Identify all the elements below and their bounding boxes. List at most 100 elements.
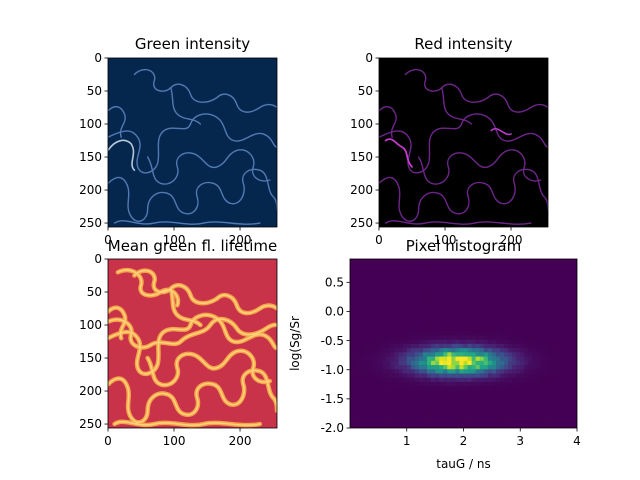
histogram-bin [447, 275, 452, 281]
histogram-bin [451, 373, 456, 378]
histogram-bin [418, 267, 424, 273]
histogram-bin [414, 330, 420, 336]
histogram-bin [455, 330, 460, 336]
histogram-bin [414, 377, 420, 382]
histogram-bin [402, 301, 408, 306]
histogram-bin [443, 343, 448, 349]
histogram-bin [568, 326, 574, 332]
histogram-bin [410, 364, 416, 370]
histogram-bin [418, 339, 424, 344]
histogram-bin [414, 309, 420, 315]
histogram-bin [467, 423, 473, 428]
histogram-bin [358, 309, 363, 315]
histogram-bin [475, 385, 481, 391]
histogram-bin [382, 318, 387, 323]
histogram-bin [350, 411, 355, 416]
histogram-bin [528, 280, 533, 285]
histogram-bin [540, 322, 545, 327]
histogram-bin [495, 280, 501, 285]
histogram-bin [354, 267, 359, 273]
histogram-bin [552, 364, 558, 370]
histogram-bin [422, 322, 428, 327]
histogram-bin [427, 284, 432, 289]
histogram-bin [467, 356, 473, 361]
histogram-bin [398, 398, 404, 404]
histogram-bin [504, 271, 509, 277]
histogram-bin [350, 280, 355, 285]
histogram-bin [366, 263, 371, 268]
histogram-bin [451, 377, 456, 382]
histogram-bin [536, 297, 541, 302]
histogram-bin [402, 377, 408, 382]
histogram-bin [370, 364, 375, 370]
histogram-bin [378, 347, 383, 353]
histogram-bin [370, 351, 375, 357]
histogram-bin [394, 309, 400, 315]
histogram-bin [552, 335, 558, 340]
histogram-bin [560, 301, 566, 306]
histogram-bin [459, 373, 464, 378]
histogram-bin [471, 313, 477, 319]
histogram-bin [439, 394, 444, 399]
histogram-bin [427, 326, 432, 332]
histogram-bin [366, 394, 371, 399]
image-background [379, 58, 548, 227]
histogram-bin [394, 381, 400, 387]
histogram-bin [495, 423, 501, 428]
histogram-bin [350, 385, 355, 391]
histogram-bin [524, 292, 529, 298]
histogram-bin [556, 389, 562, 395]
x-tick-label: 200 [229, 434, 252, 448]
histogram-bin [495, 406, 501, 412]
histogram-bin [548, 406, 554, 412]
histogram-bin [524, 322, 529, 327]
histogram-bin [544, 368, 550, 374]
histogram-bin [366, 356, 371, 361]
histogram-bin [370, 309, 375, 315]
histogram-bin [354, 356, 359, 361]
histogram-bin [572, 271, 577, 277]
y-tick-label: 150 [79, 351, 102, 365]
histogram-bin [406, 326, 412, 332]
cell-contour [171, 289, 201, 325]
histogram-bin [422, 356, 428, 361]
histogram-bin [471, 398, 477, 404]
histogram-bin [366, 339, 371, 344]
histogram-bin [512, 335, 517, 340]
histogram-bin [451, 318, 456, 323]
histogram-bin [406, 292, 412, 298]
histogram-bin [398, 415, 404, 420]
histogram-bin [536, 347, 541, 353]
histogram-bin [463, 423, 468, 428]
histogram-bin [483, 389, 489, 395]
histogram-bin [512, 423, 517, 428]
histogram-bin [512, 309, 517, 315]
x-axis-label: tauG / ns [436, 457, 491, 471]
histogram-bin [370, 330, 375, 336]
histogram-bin [394, 351, 400, 357]
histogram-bin [487, 322, 493, 327]
histogram-bin [556, 305, 562, 311]
histogram-bin [370, 305, 375, 311]
histogram-bin [447, 347, 452, 353]
histogram-bin [560, 356, 566, 361]
histogram-bin [536, 288, 541, 294]
histogram-bin [564, 322, 570, 327]
histogram-bin [418, 389, 424, 395]
histogram-bin [386, 356, 391, 361]
histogram-bin [548, 267, 554, 273]
histogram-bin [504, 330, 509, 336]
histogram-bin [378, 259, 383, 264]
x-tick-label: 100 [163, 233, 186, 247]
histogram-bin [568, 406, 574, 412]
histogram-bin [471, 368, 477, 374]
histogram-bin [556, 415, 562, 420]
histogram-bin [410, 305, 416, 311]
histogram-bin [390, 402, 395, 408]
histogram-bin [402, 275, 408, 281]
histogram-bin [459, 275, 464, 281]
histogram-bin [491, 411, 497, 416]
histogram-bin [483, 339, 489, 344]
histogram-bin [459, 389, 464, 395]
histogram-bin [386, 360, 391, 366]
